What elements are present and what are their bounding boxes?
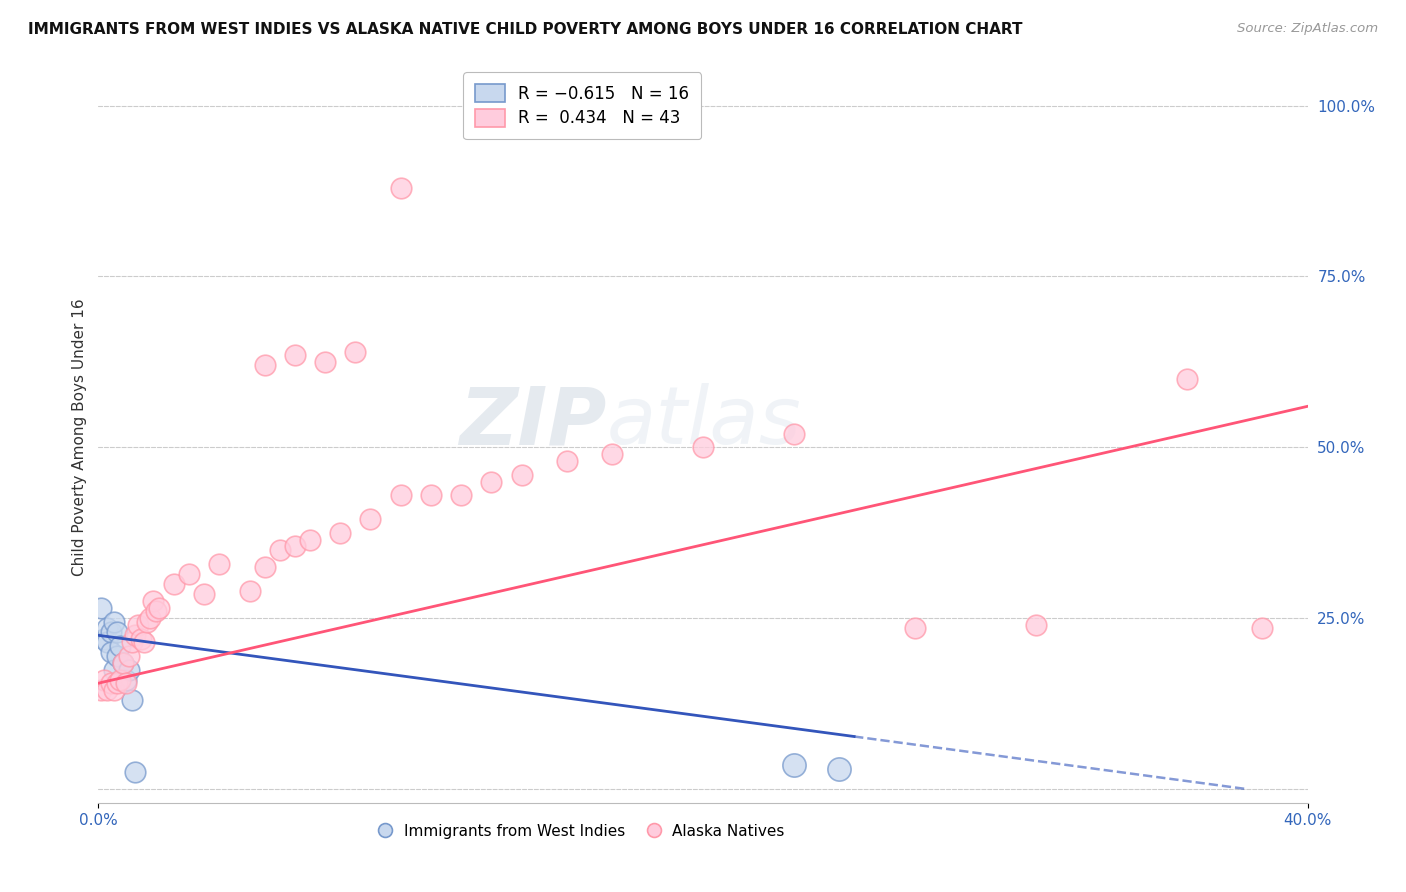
Point	[114, 673, 136, 687]
Point	[100, 624, 122, 639]
Point	[124, 765, 146, 780]
Point	[93, 673, 115, 687]
Point	[602, 447, 624, 461]
Text: atlas: atlas	[606, 384, 801, 461]
Point	[299, 533, 322, 547]
Point	[555, 454, 578, 468]
Point	[284, 540, 307, 554]
Point	[132, 635, 155, 649]
Text: IMMIGRANTS FROM WEST INDIES VS ALASKA NATIVE CHILD POVERTY AMONG BOYS UNDER 16 C: IMMIGRANTS FROM WEST INDIES VS ALASKA NA…	[28, 22, 1022, 37]
Point	[121, 635, 143, 649]
Point	[253, 560, 276, 574]
Point	[118, 648, 141, 663]
Point	[96, 622, 118, 636]
Point	[129, 632, 152, 646]
Point	[389, 180, 412, 194]
Point	[103, 683, 125, 698]
Point	[93, 632, 115, 646]
Point	[420, 488, 443, 502]
Point	[100, 676, 122, 690]
Point	[96, 635, 118, 649]
Point	[284, 348, 307, 362]
Point	[783, 426, 806, 441]
Point	[344, 344, 367, 359]
Point	[389, 488, 412, 502]
Point	[145, 604, 167, 618]
Point	[269, 542, 291, 557]
Point	[142, 594, 165, 608]
Point	[90, 683, 112, 698]
Point	[360, 512, 382, 526]
Point	[193, 587, 215, 601]
Point	[105, 648, 128, 663]
Point	[103, 663, 125, 677]
Text: Source: ZipAtlas.com: Source: ZipAtlas.com	[1237, 22, 1378, 36]
Point	[114, 676, 136, 690]
Point	[121, 693, 143, 707]
Point	[148, 601, 170, 615]
Point	[253, 359, 276, 373]
Point	[111, 656, 134, 670]
Point	[179, 566, 201, 581]
Y-axis label: Child Poverty Among Boys Under 16: Child Poverty Among Boys Under 16	[72, 298, 87, 576]
Point	[108, 673, 131, 687]
Point	[135, 615, 157, 629]
Text: ZIP: ZIP	[458, 384, 606, 461]
Point	[450, 488, 472, 502]
Point	[208, 557, 231, 571]
Point	[828, 762, 851, 776]
Point	[692, 440, 714, 454]
Point	[1175, 372, 1198, 386]
Point	[118, 663, 141, 677]
Point	[90, 601, 112, 615]
Point	[904, 622, 927, 636]
Point	[329, 525, 352, 540]
Point	[510, 467, 533, 482]
Point	[124, 628, 146, 642]
Point	[1251, 622, 1274, 636]
Point	[163, 577, 186, 591]
Point	[111, 656, 134, 670]
Point	[108, 639, 131, 653]
Point	[105, 676, 128, 690]
Legend: Immigrants from West Indies, Alaska Natives: Immigrants from West Indies, Alaska Nati…	[371, 816, 793, 847]
Point	[239, 583, 262, 598]
Point	[1024, 618, 1046, 632]
Point	[105, 624, 128, 639]
Point	[314, 355, 336, 369]
Point	[96, 683, 118, 698]
Point	[139, 611, 162, 625]
Point	[100, 645, 122, 659]
Point	[783, 758, 806, 772]
Point	[481, 475, 503, 489]
Point	[127, 618, 149, 632]
Point	[103, 615, 125, 629]
